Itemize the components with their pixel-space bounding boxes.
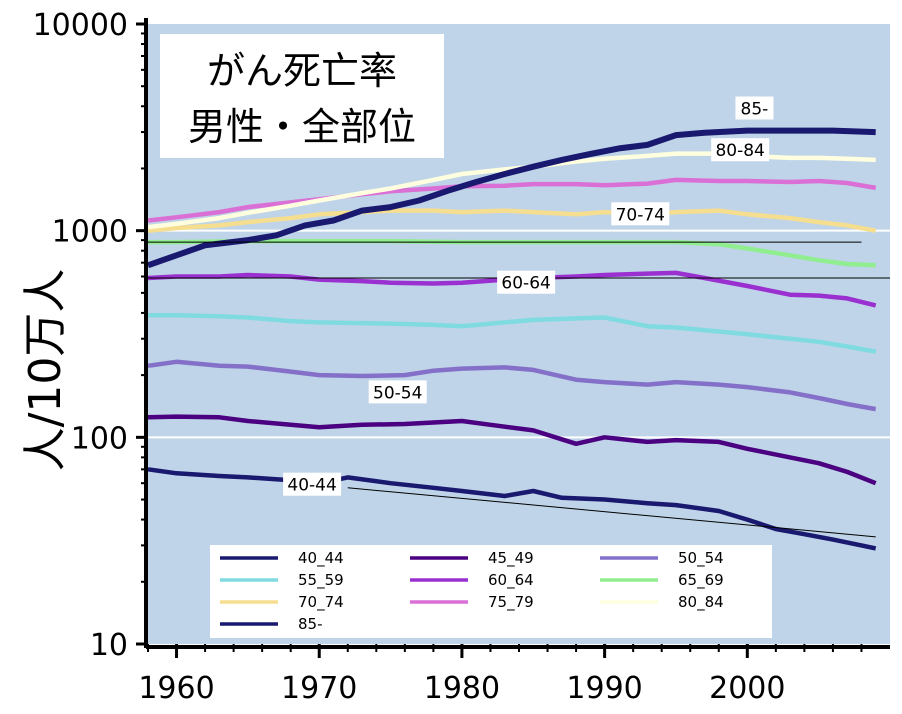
x-axis-ticks: 1960 1970 1980 1990 2000 (138, 644, 863, 706)
legend-label: 60_64 (488, 571, 534, 590)
legend-label: 65_69 (678, 571, 724, 590)
x-tick-label-2000: 2000 (709, 671, 785, 706)
annotation-label: 50-54 (373, 383, 422, 403)
legend-label: 70_74 (298, 593, 344, 612)
series-annotation-70-74: 70-74 (611, 202, 670, 226)
y-tick-label-1000: 1000 (52, 215, 128, 250)
title-background (160, 34, 444, 158)
series-annotation-60-64: 60-64 (497, 270, 556, 294)
series-line-45_49 (147, 414, 877, 486)
legend-item-80_84: 80_84 (600, 593, 724, 612)
x-tick-label-1990: 1990 (566, 671, 642, 706)
gridlines (148, 229, 890, 439)
y-axis-ticks: 10 100 1000 10000 (33, 8, 148, 663)
legend-item-55_59: 55_59 (220, 571, 344, 590)
trend-line-3 (347, 487, 876, 538)
annotation-background (735, 96, 774, 120)
legend-label: 75_79 (488, 593, 534, 612)
legend-label: 80_84 (678, 593, 724, 612)
annotation-label: 40-44 (287, 476, 336, 496)
x-tick-label-1980: 1980 (424, 671, 500, 706)
title-box: がん死亡率 男性・全部位 (160, 34, 444, 158)
series-annotation-50-54: 50-54 (368, 380, 427, 404)
chart-title-line-1: がん死亡率 (207, 49, 397, 93)
annotation-background (497, 270, 556, 294)
series-line-75_79 (147, 177, 877, 223)
y-tick-label-10: 10 (90, 628, 128, 663)
series-annotation-85-: 85- (735, 96, 774, 120)
x-tick-label-1960: 1960 (138, 671, 214, 706)
y-tick-label-100: 100 (71, 421, 128, 456)
annotation-label: 60-64 (501, 274, 550, 294)
annotations: 85- 80-84 70-74 60-64 50-54 40-44 (283, 96, 774, 496)
series-line-50_54 (147, 359, 877, 412)
legend-item-50_54: 50_54 (600, 549, 724, 568)
chart-title-line-2: 男性・全部位 (188, 105, 416, 149)
series-line-55_59 (148, 312, 877, 354)
legend-box (210, 545, 772, 638)
legend-item-40_44: 40_44 (220, 549, 344, 568)
annotation-label: 80-84 (715, 141, 764, 161)
legend-item-65_69: 65_69 (600, 571, 724, 590)
legend-label: 40_44 (298, 549, 344, 568)
legend-item-75_79: 75_79 (410, 593, 534, 612)
series-line-40_44 (147, 467, 877, 551)
annotation-label: 85- (741, 100, 769, 120)
y-axis-label: 人/10万人 (20, 269, 71, 472)
legend-label: 45_49 (488, 549, 534, 568)
legend-item-60_64: 60_64 (410, 571, 534, 590)
legend-label: 85- (298, 615, 323, 633)
y-tick-label-10000: 10000 (33, 8, 128, 43)
legend-item-45_49: 45_49 (410, 549, 534, 568)
annotation-background (611, 202, 670, 226)
annotation-background (711, 138, 770, 162)
series-line-70_74 (147, 208, 877, 233)
legend: 40_44 45_49 50_54 55_59 60_64 65_69 70_74 75_79… (210, 545, 772, 638)
annotation-label: 70-74 (616, 205, 665, 225)
legend-item-85-: 85- (220, 615, 323, 633)
legend-label: 55_59 (298, 571, 344, 590)
annotation-background (368, 380, 427, 404)
series-line-85- (147, 127, 876, 269)
x-tick-label-1970: 1970 (281, 671, 357, 706)
legend-item-70_74: 70_74 (220, 593, 344, 612)
series-annotation-40-44: 40-44 (283, 472, 342, 496)
annotation-background (283, 472, 342, 496)
series-annotation-80-84: 80-84 (711, 138, 770, 162)
legend-label: 50_54 (678, 549, 724, 568)
